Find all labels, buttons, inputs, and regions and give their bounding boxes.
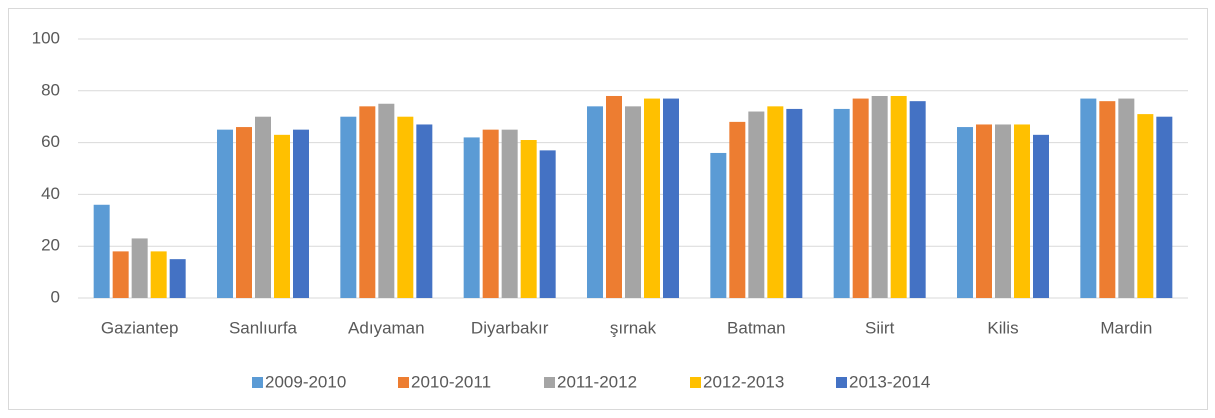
legend-swatch — [690, 377, 701, 388]
bar — [625, 106, 641, 298]
bar — [150, 251, 167, 298]
bar — [995, 124, 1011, 298]
bar — [397, 116, 414, 298]
bar — [274, 134, 290, 298]
bar — [539, 150, 556, 298]
bar — [359, 106, 376, 298]
bar — [606, 95, 622, 298]
bar — [482, 129, 499, 298]
bar — [890, 95, 907, 298]
y-tick-label: 100 — [32, 28, 60, 47]
x-tick-label: Diyarbakır — [471, 318, 549, 337]
bar — [520, 140, 537, 298]
bar — [293, 129, 309, 298]
bar — [748, 111, 765, 299]
bar — [587, 106, 603, 298]
bar — [663, 98, 679, 298]
bar — [1033, 134, 1049, 298]
y-tick-label: 20 — [41, 236, 60, 255]
bar — [131, 238, 148, 298]
bar — [463, 137, 480, 298]
y-tick-label: 0 — [51, 287, 60, 306]
legend-label: 2012-2013 — [703, 372, 784, 391]
bar — [1156, 116, 1173, 298]
x-tick-label: Kilis — [987, 318, 1018, 337]
bar — [1099, 101, 1116, 298]
legend-swatch — [836, 377, 847, 388]
y-tick-label: 80 — [41, 80, 60, 99]
bar — [255, 116, 271, 298]
bar — [710, 152, 727, 298]
bar — [416, 124, 433, 298]
bar — [957, 127, 973, 298]
x-tick-label: Adıyaman — [348, 318, 425, 337]
bar — [217, 129, 233, 298]
bar — [169, 259, 186, 298]
bar — [852, 98, 869, 298]
legend-label: 2011-2012 — [557, 372, 637, 391]
x-tick-label: Batman — [727, 318, 786, 337]
bar — [786, 108, 803, 299]
bar — [501, 129, 518, 298]
y-tick-label: 60 — [41, 132, 60, 151]
bar — [767, 106, 784, 298]
bar — [976, 124, 992, 298]
x-tick-label: Mardin — [1100, 318, 1152, 337]
bar — [909, 101, 926, 298]
y-tick-label: 40 — [41, 184, 60, 203]
legend-label: 2010-2011 — [411, 372, 491, 391]
bar — [729, 121, 746, 298]
legend-swatch — [252, 377, 263, 388]
x-tick-label: Siirt — [865, 318, 895, 337]
bar — [871, 95, 888, 298]
legend-swatch — [544, 377, 555, 388]
bar — [340, 116, 357, 298]
bar — [378, 103, 395, 298]
x-tick-label: şırnak — [610, 318, 657, 337]
legend-swatch — [398, 377, 409, 388]
bar — [1014, 124, 1030, 298]
legend-label: 2013-2014 — [849, 372, 930, 391]
bar — [1080, 98, 1097, 298]
bar — [644, 98, 660, 298]
bar — [236, 127, 252, 298]
legend-label: 2009-2010 — [265, 372, 346, 391]
x-tick-label: Gaziantep — [101, 318, 179, 337]
bar — [93, 204, 110, 298]
bar — [833, 108, 850, 299]
bar — [1118, 98, 1135, 298]
bar — [1137, 114, 1154, 298]
bar — [112, 251, 129, 298]
x-tick-label: Sanlıurfa — [229, 318, 298, 337]
